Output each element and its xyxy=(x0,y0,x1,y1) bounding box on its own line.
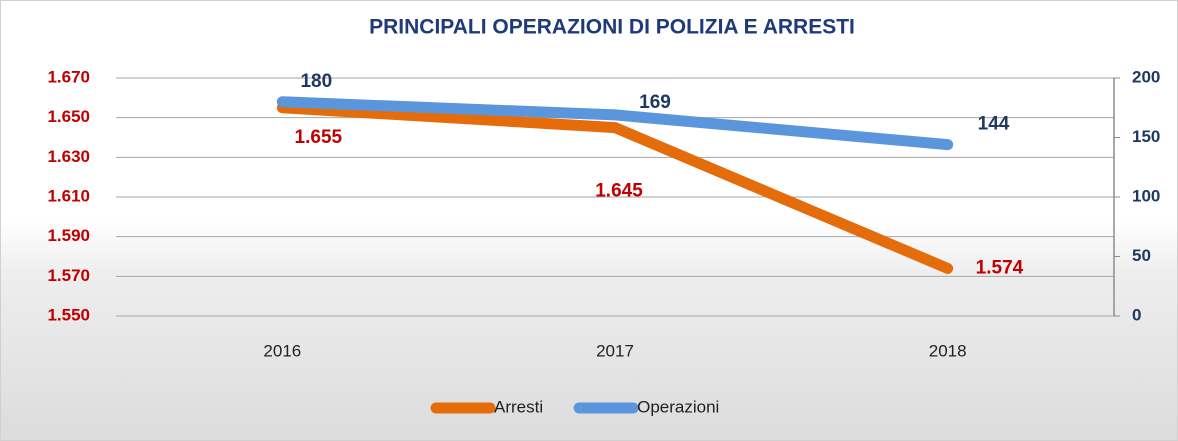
data-label: 1.655 xyxy=(295,127,343,148)
x-tick-label: 2017 xyxy=(596,341,634,360)
y-tick-label: 1.550 xyxy=(47,305,90,324)
y-tick-label: 1.630 xyxy=(47,147,90,166)
data-label: 169 xyxy=(639,92,671,113)
y2-tick-label: 0 xyxy=(1132,305,1141,324)
y2-tick-label: 200 xyxy=(1132,67,1160,86)
y-tick-label: 1.650 xyxy=(47,107,90,126)
y2-tick-label: 150 xyxy=(1132,127,1160,146)
x-tick-label: 2016 xyxy=(263,341,301,360)
line-1 xyxy=(276,96,954,151)
legend-label: Arresti xyxy=(494,397,543,416)
x-tick-label: 2018 xyxy=(929,341,967,360)
y2-tick-label: 100 xyxy=(1132,186,1160,205)
line-0 xyxy=(276,102,954,274)
y-tick-label: 1.570 xyxy=(47,266,90,285)
y-tick-label: 1.610 xyxy=(47,186,90,205)
y2-tick-label: 50 xyxy=(1132,246,1151,265)
data-label: 1.645 xyxy=(595,181,643,202)
y-tick-label: 1.670 xyxy=(47,67,90,86)
data-label: 144 xyxy=(978,114,1010,135)
chart-title: PRINCIPALI OPERAZIONI DI POLIZIA E ARRES… xyxy=(369,16,855,39)
data-label: 1.574 xyxy=(976,257,1024,278)
legend-label: Operazioni xyxy=(637,397,719,416)
data-label: 180 xyxy=(300,71,332,92)
y-tick-label: 1.590 xyxy=(47,226,90,245)
